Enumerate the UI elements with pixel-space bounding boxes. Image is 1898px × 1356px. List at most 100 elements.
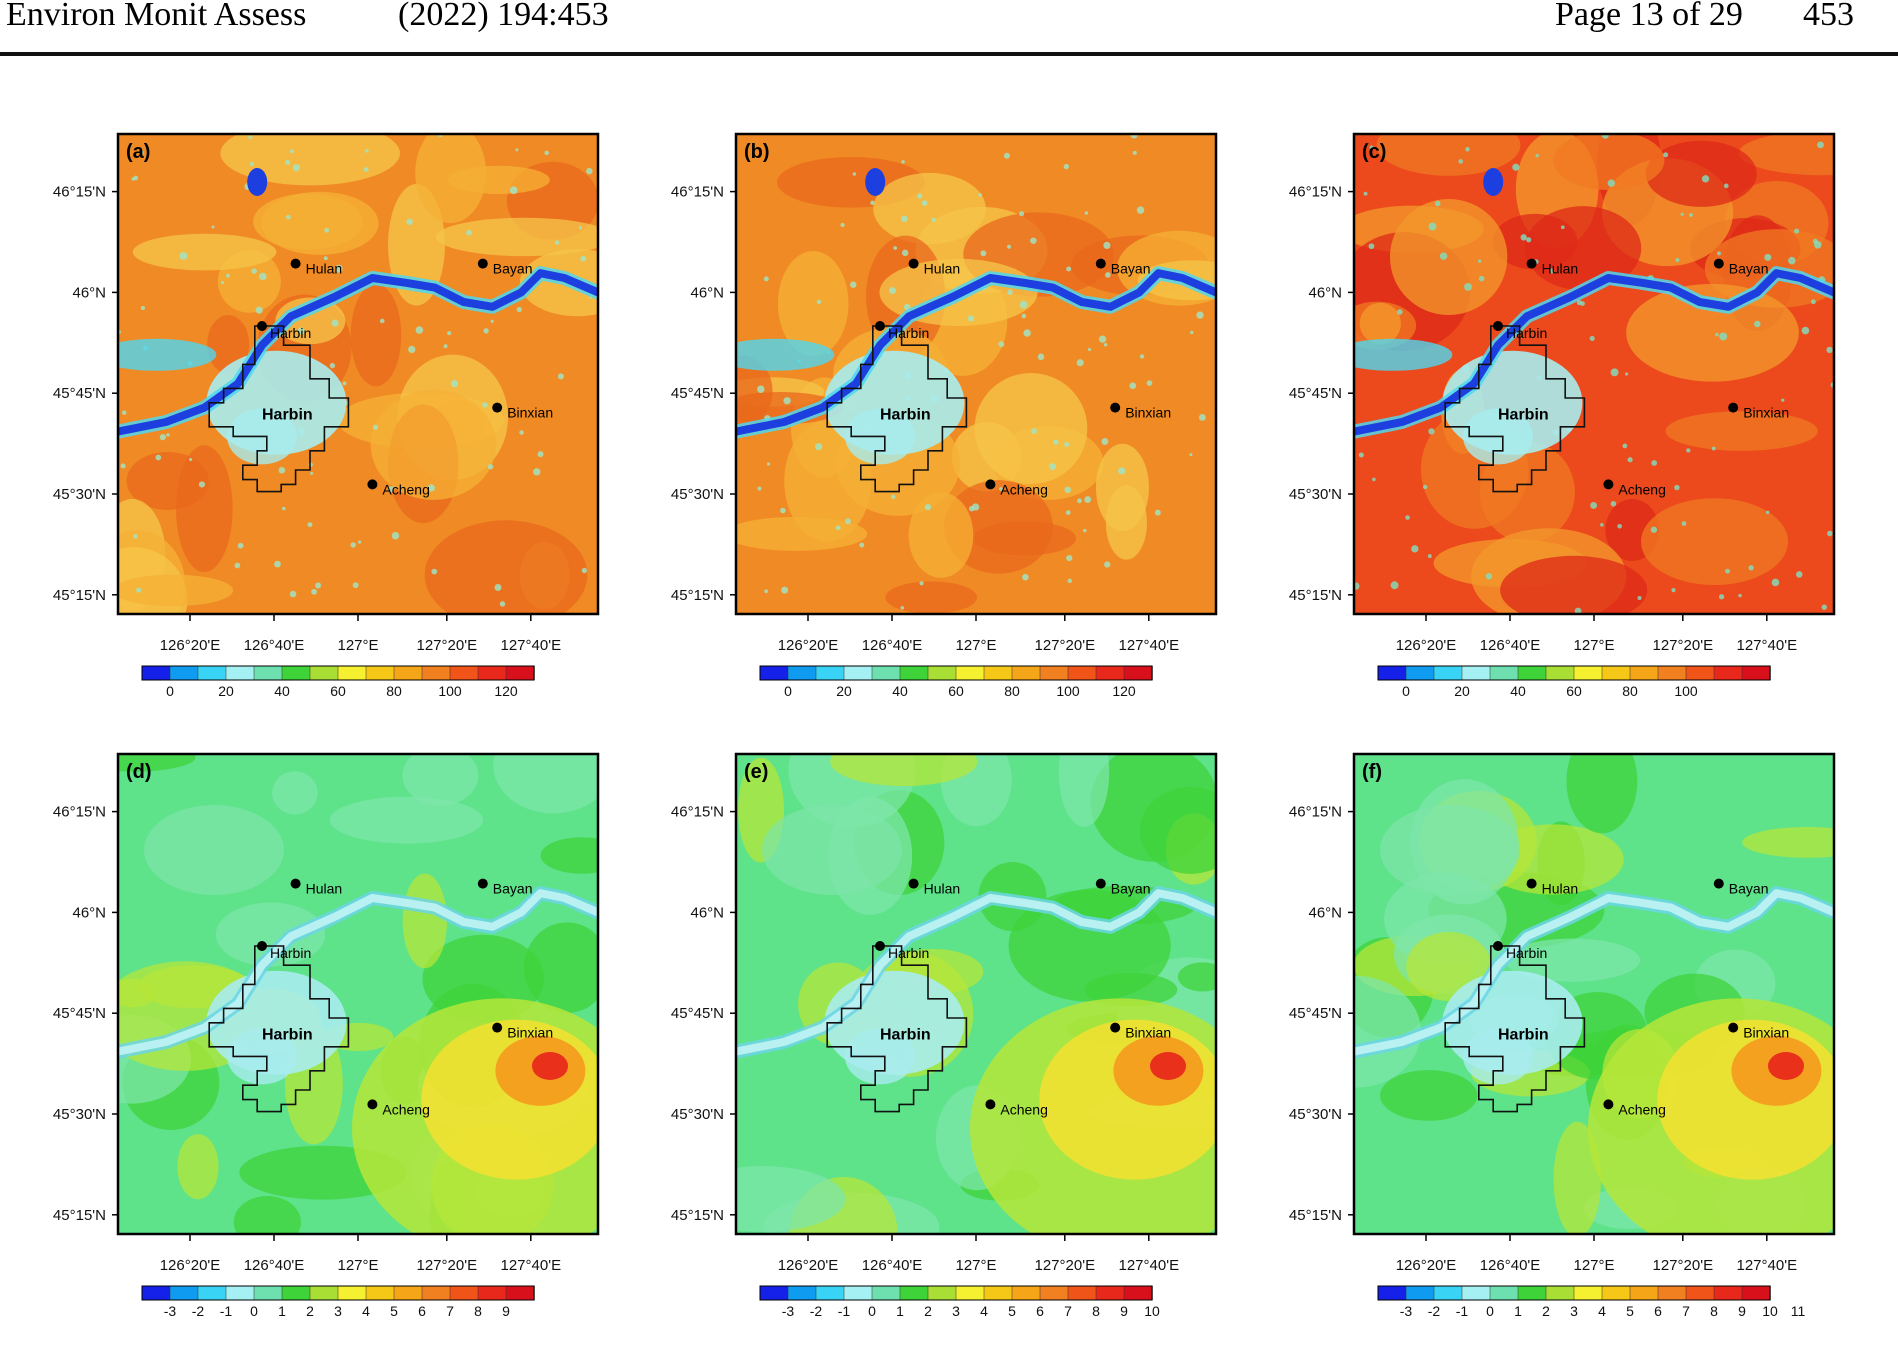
city-hulan-label: Hulan: [924, 261, 961, 277]
map-field: [70, 717, 652, 1266]
colorbar-swatch: [760, 1286, 789, 1300]
page-header: Environ Monit Assess (2022) 194:453 Page…: [0, 0, 1898, 56]
colorbar-swatch: [170, 1286, 199, 1300]
colorbar-swatch: [1518, 666, 1547, 680]
city-bayan-label: Bayan: [1111, 881, 1151, 897]
latitude-label: 46°N: [690, 284, 724, 301]
colorbar-tick-label: 7: [1064, 1303, 1072, 1319]
colorbar-swatch: [1040, 666, 1069, 680]
harbin-area-label: Harbin: [262, 407, 313, 424]
colorbar-swatch: [1518, 1286, 1547, 1300]
colorbar-tick-label: 5: [1626, 1303, 1634, 1319]
latitude-label: 46°N: [690, 904, 724, 921]
city-hulan-label: Hulan: [924, 881, 961, 897]
city-harbin-point-label: Harbin: [888, 325, 929, 341]
colorbar-swatch: [450, 1286, 479, 1300]
latitude-label: 45°15'N: [1289, 587, 1342, 604]
city-hulan-marker: [291, 259, 301, 269]
colorbar-swatch: [170, 666, 199, 680]
city-acheng-label: Acheng: [382, 481, 429, 497]
colorbar-swatch: [956, 666, 985, 680]
latitude-label: 45°45'N: [53, 385, 106, 402]
colorbar-swatch: [956, 1286, 985, 1300]
colorbar-swatch: [1462, 666, 1491, 680]
colorbar-tick-label: 5: [390, 1303, 398, 1319]
colorbar-swatch: [928, 1286, 957, 1300]
colorbar-swatch: [1602, 1286, 1631, 1300]
city-harbin-point-label: Harbin: [270, 945, 311, 961]
harbin-area-label: Harbin: [262, 1027, 313, 1044]
colorbar-tick-label: 8: [1092, 1303, 1100, 1319]
colorbar-swatch: [760, 666, 789, 680]
colorbar-tick-label: -3: [164, 1303, 177, 1319]
latitude-label: 46°15'N: [671, 804, 724, 821]
colorbar-tick-label: 0: [166, 683, 174, 699]
city-hulan-marker: [909, 259, 919, 269]
map-field: [79, 121, 635, 653]
colorbar: -3 -2 -1 0 1 2 3 4 5 6 7 8 9 10 11: [1378, 1286, 1805, 1319]
colorbar-swatch: [226, 666, 255, 680]
longitude-label: 126°40'E: [862, 637, 923, 654]
colorbar-tick-label: 0: [1402, 683, 1410, 699]
latitude-label: 45°30'N: [53, 486, 106, 503]
colorbar-tick-label: 120: [1112, 683, 1136, 699]
article-number: 453: [1803, 0, 1854, 34]
city-harbin-point-marker: [257, 321, 267, 331]
colorbar-tick-label: 6: [1654, 1303, 1662, 1319]
longitude-label: 127°20'E: [1653, 637, 1714, 654]
colorbar-tick-label: 80: [386, 683, 402, 699]
map-panel: (b) 46°15'N 46°N 45°45'N 45°30'N 45°15'N 126°2…: [630, 128, 1250, 728]
harbin-area-label: Harbin: [880, 1027, 931, 1044]
colorbar-swatch: [984, 666, 1013, 680]
latitude-label: 46°N: [1308, 284, 1342, 301]
colorbar-swatch: [254, 666, 283, 680]
longitude-label: 126°40'E: [862, 1257, 923, 1274]
volume-info: (2022) 194:453: [398, 0, 609, 34]
colorbar-tick-label: 120: [494, 683, 518, 699]
colorbar-swatch: [506, 1286, 535, 1300]
city-binxian-label: Binxian: [507, 405, 553, 421]
colorbar-swatch: [1714, 666, 1743, 680]
map-field: [1332, 102, 1898, 624]
colorbar-swatch: [450, 666, 479, 680]
colorbar-swatch: [310, 666, 339, 680]
colorbar-tick-label: 0: [784, 683, 792, 699]
latitude-label: 46°15'N: [53, 804, 106, 821]
city-acheng-marker: [1603, 479, 1613, 489]
colorbar-swatch: [788, 666, 817, 680]
colorbar-tick-label: 7: [446, 1303, 454, 1319]
colorbar-tick-label: 1: [1514, 1303, 1522, 1319]
city-hulan-label: Hulan: [1542, 881, 1579, 897]
colorbar-tick-label: 5: [1008, 1303, 1016, 1319]
longitude-label: 127°E: [1573, 1257, 1614, 1274]
longitude-label: 127°E: [337, 637, 378, 654]
colorbar-swatch: [1686, 1286, 1715, 1300]
panel-tag: (d): [126, 761, 152, 783]
longitude-label: 127°40'E: [1119, 1257, 1180, 1274]
colorbar-tick-label: -1: [220, 1303, 233, 1319]
colorbar-tick-label: 8: [1710, 1303, 1718, 1319]
colorbar-tick-label: 40: [1510, 683, 1526, 699]
city-harbin-point-marker: [257, 941, 267, 951]
colorbar-tick-label: 4: [1598, 1303, 1606, 1319]
colorbar-swatch: [1124, 666, 1153, 680]
latitude-label: 46°N: [72, 284, 106, 301]
city-acheng-label: Acheng: [1000, 1101, 1047, 1117]
city-acheng-marker: [985, 479, 995, 489]
colorbar-tick-label: 9: [502, 1303, 510, 1319]
colorbar-tick-label: 3: [1570, 1303, 1578, 1319]
map-field: [680, 712, 1270, 1290]
colorbar-tick-label: 0: [250, 1303, 258, 1319]
city-harbin-point-label: Harbin: [270, 325, 311, 341]
panel-tag: (a): [126, 141, 150, 163]
colorbar-swatch: [1434, 1286, 1463, 1300]
city-harbin-point-label: Harbin: [888, 945, 929, 961]
city-binxian-marker: [1110, 1023, 1120, 1033]
colorbar-tick-label: 100: [1056, 683, 1080, 699]
city-harbin-point-label: Harbin: [1506, 945, 1547, 961]
colorbar-tick-label: 20: [218, 683, 234, 699]
colorbar-swatch: [1630, 666, 1659, 680]
city-acheng-label: Acheng: [1000, 481, 1047, 497]
city-bayan-marker: [1714, 879, 1724, 889]
colorbar-swatch: [1742, 666, 1771, 680]
